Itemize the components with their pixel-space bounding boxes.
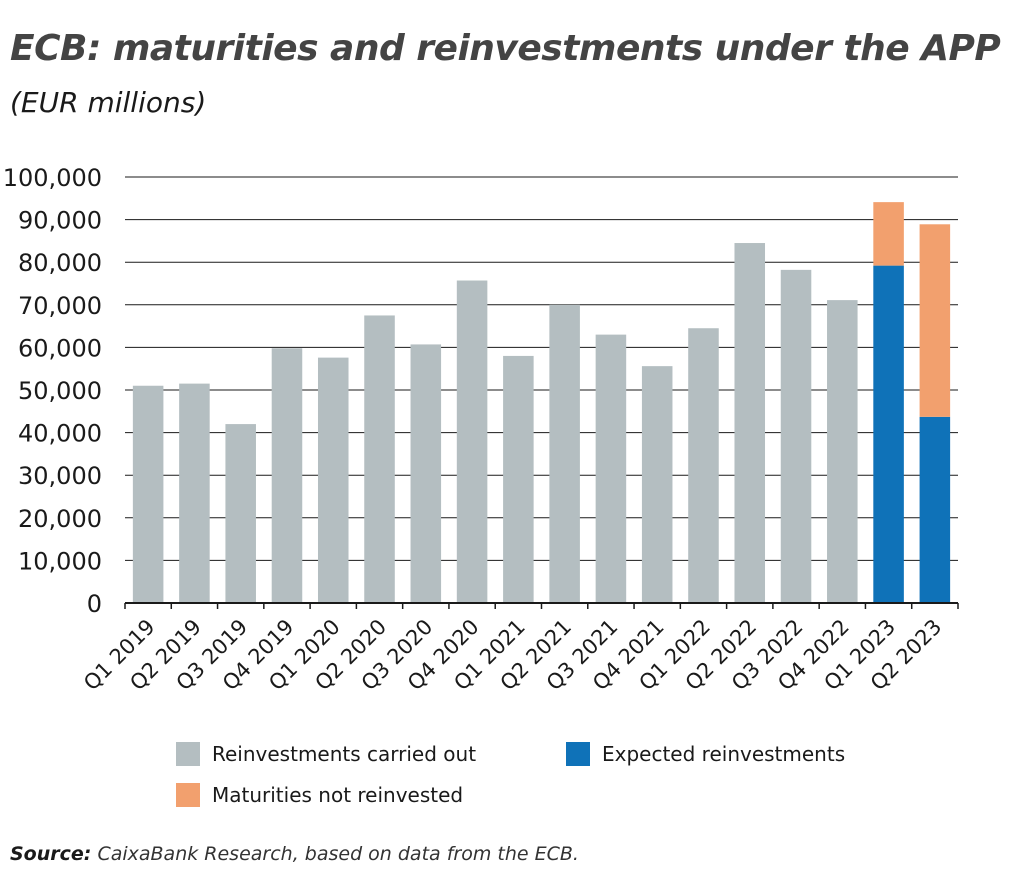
bar-carried-out <box>780 269 812 603</box>
chart-subtitle: (EUR millions) <box>10 86 207 119</box>
legend-label-expected: Expected reinvestments <box>602 742 846 766</box>
legend-swatch-not-reinvested <box>176 783 200 807</box>
bar-carried-out <box>225 424 256 603</box>
legend-label-not-reinvested: Maturities not reinvested <box>212 783 464 807</box>
bar-carried-out <box>317 357 349 603</box>
bar-carried-out <box>132 385 164 603</box>
y-tick-label: 60,000 <box>18 334 102 362</box>
bar-carried-out <box>456 280 488 603</box>
bar-carried-out <box>364 315 395 603</box>
bar-expected <box>919 416 951 603</box>
chart-title: ECB: maturities and reinvestments under … <box>10 28 1001 69</box>
y-tick-label: 40,000 <box>18 420 102 448</box>
y-tick-label: 0 <box>87 590 102 618</box>
bar-carried-out <box>827 300 858 603</box>
source-text: CaixaBank Research, based on data from t… <box>97 843 579 865</box>
y-tick-label: 30,000 <box>18 462 102 490</box>
legend-swatch-carried-out <box>176 742 200 766</box>
legend-swatch-expected <box>566 742 590 766</box>
legend-item-not-reinvested: Maturities not reinvested <box>176 783 463 807</box>
legend-label-carried-out: Reinvestments carried out <box>212 742 477 766</box>
source-label: Source: <box>10 843 92 865</box>
bar-carried-out <box>688 328 719 603</box>
bar-carried-out <box>503 355 534 603</box>
y-tick-label: 70,000 <box>18 292 102 320</box>
bar-not-reinvested <box>919 224 951 417</box>
y-tick-label: 80,000 <box>18 249 102 277</box>
legend-item-carried-out: Reinvestments carried out <box>176 742 476 766</box>
bar-not-reinvested <box>873 202 904 266</box>
y-tick-label: 10,000 <box>18 547 102 575</box>
bar-carried-out <box>641 366 673 603</box>
bar-carried-out <box>179 383 210 603</box>
bar-carried-out <box>549 304 580 603</box>
bar-expected <box>873 265 904 603</box>
bar-carried-out <box>734 243 766 603</box>
bar-carried-out <box>271 348 303 603</box>
y-tick-label: 100,000 <box>3 164 102 192</box>
y-tick-label: 50,000 <box>18 377 102 405</box>
bar-carried-out <box>410 344 442 603</box>
legend-item-expected: Expected reinvestments <box>566 742 845 766</box>
source-note: Source: CaixaBank Research, based on dat… <box>10 843 579 865</box>
y-tick-label: 20,000 <box>18 505 102 533</box>
y-tick-label: 90,000 <box>18 207 102 235</box>
bar-carried-out <box>595 334 627 603</box>
